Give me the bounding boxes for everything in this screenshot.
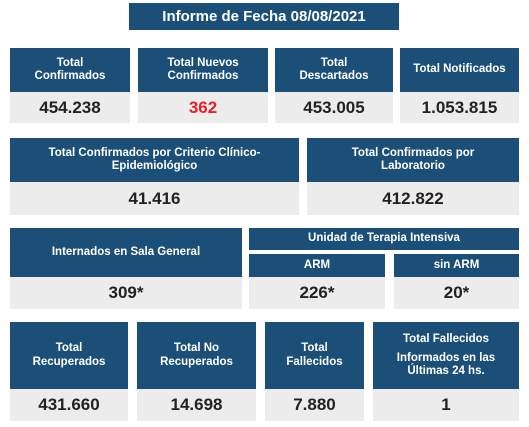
confirmados-clinico-number: 41.416 <box>128 188 181 208</box>
total-confirmados-number: 454.238 <box>39 97 101 117</box>
sala-general-value: 309* <box>10 277 242 309</box>
total-fallecidos-value: 7.880 <box>265 389 364 421</box>
sin-arm-label: sin ARM <box>433 258 480 271</box>
total-recuperados-value: 431.660 <box>10 389 128 421</box>
total-nuevos-confirmados-number: 362 <box>188 97 218 117</box>
confirmados-laboratorio-header: Total Confirmados por Laboratorio <box>307 138 519 182</box>
total-no-recuperados-header: Total No Recuperados <box>137 322 256 389</box>
total-no-recuperados-value: 14.698 <box>137 389 256 421</box>
fallecidos-24hs-number: 1 <box>441 395 451 414</box>
sala-general-label: Internados en Sala General <box>51 245 201 258</box>
sala-general-header: Internados en Sala General <box>10 228 242 277</box>
confirmados-laboratorio-value: 412.822 <box>307 182 519 215</box>
total-notificados-number: 1.053.815 <box>421 97 498 117</box>
total-confirmados-header: Total Confirmados <box>10 48 130 92</box>
total-recuperados-label: Total Recuperados <box>32 342 106 368</box>
total-fallecidos-header: Total Fallecidos <box>265 322 364 389</box>
total-notificados-header: Total Notificados <box>400 48 519 92</box>
total-no-recuperados-label: Total No Recuperados <box>160 342 233 368</box>
total-descartados-label: Total Descartados <box>299 56 369 82</box>
sin-arm-number: 20* <box>443 283 470 302</box>
uti-header: Unidad de Terapia Intensiva <box>249 228 519 250</box>
arm-label: ARM <box>303 258 331 271</box>
total-notificados-label: Total Notificados <box>413 63 506 76</box>
confirmados-laboratorio-label: Total Confirmados por Laboratorio <box>351 146 475 172</box>
fallecidos-24hs-sublabel: Informados en las Últimas 24 hs. <box>396 351 496 378</box>
arm-number: 226* <box>299 283 335 302</box>
sin-arm-header: sin ARM <box>394 254 519 277</box>
fallecidos-24hs-label: Total Fallecidos <box>402 332 490 345</box>
total-descartados-value: 453.005 <box>275 92 393 123</box>
sala-general-number: 309* <box>108 283 144 302</box>
total-notificados-value: 1.053.815 <box>400 92 519 123</box>
fallecidos-24hs-header: Total Fallecidos Informados en las Últim… <box>373 322 519 389</box>
arm-value: 226* <box>249 277 385 309</box>
sin-arm-value: 20* <box>394 277 519 309</box>
report-title: Informe de Fecha 08/08/2021 <box>129 3 399 30</box>
total-confirmados-label: Total Confirmados <box>34 56 106 82</box>
total-descartados-number: 453.005 <box>303 97 365 117</box>
uti-label: Unidad de Terapia Intensiva <box>308 232 460 245</box>
fallecidos-24hs-value: 1 <box>373 389 519 421</box>
confirmados-clinico-label: Total Confirmados por Criterio Clínico-E… <box>48 146 261 172</box>
total-recuperados-header: Total Recuperados <box>10 322 128 389</box>
total-fallecidos-label: Total Fallecidos <box>286 342 343 368</box>
arm-header: ARM <box>249 254 385 277</box>
total-fallecidos-number: 7.880 <box>293 395 336 414</box>
total-nuevos-confirmados-label: Total Nuevos Confirmados <box>167 56 239 82</box>
confirmados-clinico-value: 41.416 <box>10 182 299 215</box>
total-no-recuperados-number: 14.698 <box>170 395 223 414</box>
total-confirmados-value: 454.238 <box>10 92 130 123</box>
report-title-text: Informe de Fecha 08/08/2021 <box>162 7 366 25</box>
total-nuevos-confirmados-header: Total Nuevos Confirmados <box>138 48 268 92</box>
total-recuperados-number: 431.660 <box>38 395 100 414</box>
confirmados-laboratorio-number: 412.822 <box>382 188 444 208</box>
total-nuevos-confirmados-value: 362 <box>138 92 268 123</box>
total-descartados-header: Total Descartados <box>275 48 393 92</box>
confirmados-clinico-header: Total Confirmados por Criterio Clínico-E… <box>10 138 299 182</box>
